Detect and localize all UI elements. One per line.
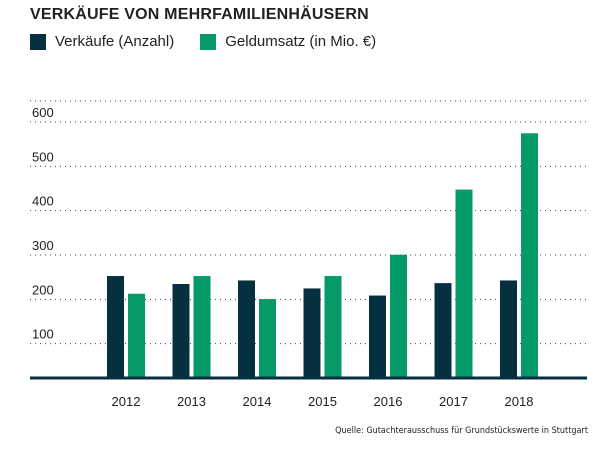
bar-verkaeufe-2012	[107, 276, 124, 378]
bar-geldumsatz-2018	[521, 133, 538, 378]
legend-item-verkaeufe: Verkäufe (Anzahl)	[30, 33, 174, 50]
bar-verkaeufe-2016	[369, 295, 386, 378]
bar-geldumsatz-2015	[324, 276, 342, 378]
bar-geldumsatz-2016	[390, 254, 407, 378]
x-tick-label-2012: 2012	[112, 394, 141, 409]
y-tick-label-300: 300	[32, 238, 54, 253]
bar-verkaeufe-2017	[434, 283, 452, 378]
y-tick-label-500: 500	[32, 149, 54, 164]
legend-label-geldumsatz: Geldumsatz (in Mio. €)	[225, 33, 377, 50]
bar-geldumsatz-2012	[128, 293, 145, 378]
bar-verkaeufe-2018	[500, 280, 517, 378]
x-tick-label-2018: 2018	[505, 394, 534, 409]
bar-geldumsatz-2014	[259, 299, 276, 378]
y-tick-label-600: 600	[32, 105, 54, 120]
legend-swatch-verkaeufe	[30, 33, 46, 50]
x-tick-label-2013: 2013	[177, 394, 206, 409]
bar-verkaeufe-2015	[303, 288, 321, 378]
x-tick-label-2014: 2014	[243, 394, 272, 409]
y-tick-label-400: 400	[32, 194, 54, 209]
legend-swatch-geldumsatz	[200, 33, 217, 50]
x-tick-label-2015: 2015	[308, 394, 337, 409]
x-tick-label-2016: 2016	[374, 394, 403, 409]
bar-geldumsatz-2017	[455, 189, 473, 378]
chart-title: VERKÄUFE VON MEHRFAMILIENHÄUSERN	[30, 6, 369, 23]
x-tick-label-2017: 2017	[439, 394, 468, 409]
bar-verkaeufe-2014	[238, 280, 255, 378]
bar-verkaeufe-2013	[172, 284, 190, 378]
source-note: Quelle: Gutachterausschuss für Grundstüc…	[335, 426, 588, 436]
legend-label-verkaeufe: Verkäufe (Anzahl)	[55, 33, 175, 50]
y-tick-label-200: 200	[32, 282, 54, 297]
bar-geldumsatz-2013	[193, 276, 211, 378]
y-tick-label-100: 100	[32, 327, 54, 342]
legend: Verkäufe (Anzahl) Geldumsatz (in Mio. €)	[30, 33, 402, 50]
legend-item-geldumsatz: Geldumsatz (in Mio. €)	[200, 33, 376, 50]
